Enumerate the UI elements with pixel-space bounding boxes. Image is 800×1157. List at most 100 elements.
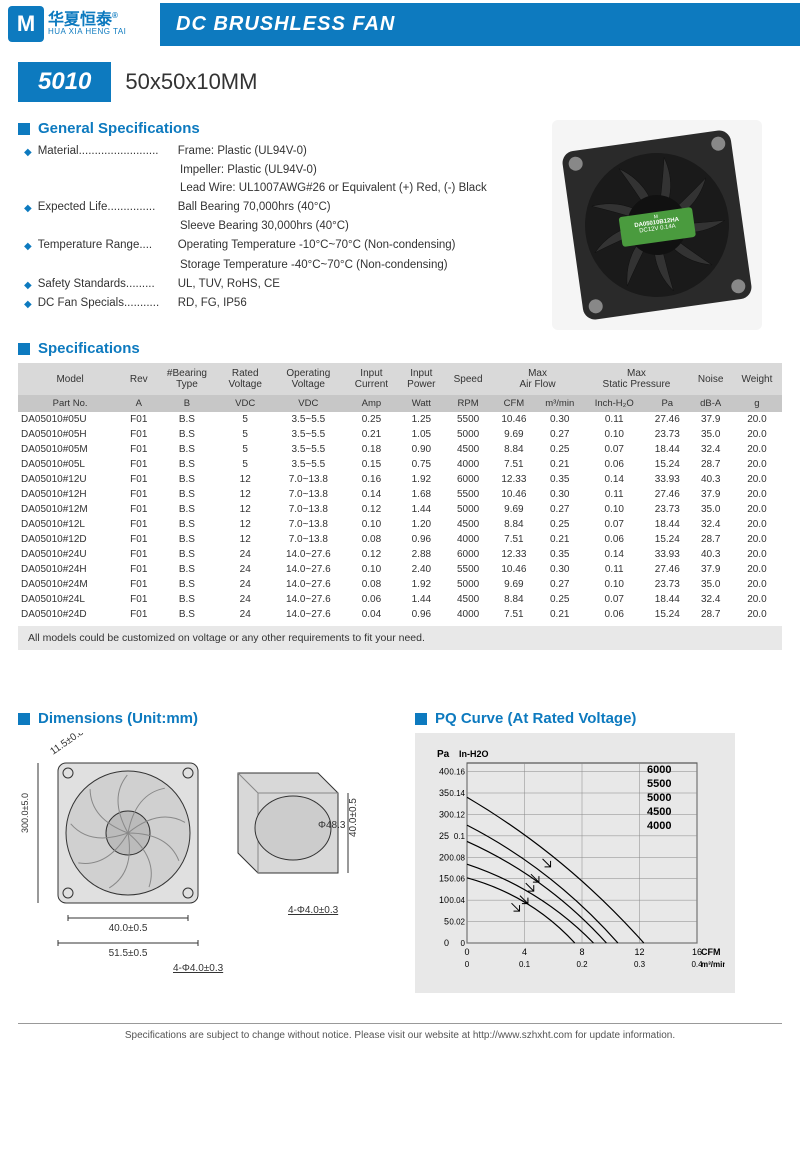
svg-text:40.0±0.5: 40.0±0.5 xyxy=(109,923,148,934)
cell: F01 xyxy=(122,532,155,547)
cell: 5000 xyxy=(445,502,492,517)
cell: F01 xyxy=(122,502,155,517)
cell: 14.0~27.6 xyxy=(272,577,345,592)
cell: B.S xyxy=(155,457,218,472)
cell: 5 xyxy=(218,412,272,427)
cell: 5 xyxy=(218,427,272,442)
cell: 37.9 xyxy=(690,487,732,502)
cell: F01 xyxy=(122,472,155,487)
diamond-icon: ◆ xyxy=(24,145,32,160)
cell: 4000 xyxy=(445,532,492,547)
cell: 0.06 xyxy=(583,607,645,622)
cell: 0.10 xyxy=(583,427,645,442)
col-header: OperatingVoltage xyxy=(272,363,345,395)
cell: 20.0 xyxy=(732,472,782,487)
cell: 7.0~13.8 xyxy=(272,517,345,532)
svg-text:0.2: 0.2 xyxy=(576,960,588,969)
col-unit: A xyxy=(122,395,155,412)
cell: 0.27 xyxy=(536,577,583,592)
cell: 9.69 xyxy=(492,577,536,592)
section-general: General Specifications xyxy=(18,120,552,137)
cell: 5000 xyxy=(445,577,492,592)
cell: 35.0 xyxy=(690,427,732,442)
svg-text:0: 0 xyxy=(464,947,469,957)
cell: 33.93 xyxy=(645,547,689,562)
cell: 20.0 xyxy=(732,412,782,427)
section-specs: Specifications xyxy=(18,340,782,357)
cell: 20.0 xyxy=(732,502,782,517)
spec-value: Lead Wire: UL1007AWG#26 or Equivalent (+… xyxy=(180,180,552,197)
cell: 20.0 xyxy=(732,427,782,442)
subheader: 5010 50x50x10MM xyxy=(0,48,800,110)
svg-text:0.12: 0.12 xyxy=(449,810,465,819)
col-header: Speed xyxy=(445,363,492,395)
cell: 20.0 xyxy=(732,517,782,532)
cell: 9.69 xyxy=(492,427,536,442)
cell: 20.0 xyxy=(732,532,782,547)
cell: 0.30 xyxy=(536,412,583,427)
cell: 27.46 xyxy=(645,487,689,502)
col-unit: m³/min xyxy=(536,395,583,412)
cell: 35.0 xyxy=(690,577,732,592)
cell: 0.08 xyxy=(345,577,399,592)
cell: 18.44 xyxy=(645,442,689,457)
cell: 12 xyxy=(218,487,272,502)
logo-cn: 华夏恒泰® xyxy=(48,12,126,28)
spec-value: Ball Bearing 70,000hrs (40°C) xyxy=(178,199,552,216)
cell: 0.14 xyxy=(583,472,645,487)
cell: 7.51 xyxy=(492,607,536,622)
svg-text:0.06: 0.06 xyxy=(449,875,465,884)
cell: 8.84 xyxy=(492,592,536,607)
cell: F01 xyxy=(122,592,155,607)
svg-text:0: 0 xyxy=(461,939,466,948)
svg-text:0.3: 0.3 xyxy=(634,960,646,969)
spec-value: Sleeve Bearing 30,000hrs (40°C) xyxy=(180,218,552,235)
cell: DA05010#24L xyxy=(18,592,122,607)
svg-text:Φ48.3: Φ48.3 xyxy=(318,820,346,831)
cell: DA05010#05L xyxy=(18,457,122,472)
cell: 24 xyxy=(218,562,272,577)
cell: 14.0~27.6 xyxy=(272,547,345,562)
cell: 20.0 xyxy=(732,577,782,592)
svg-text:40: 40 xyxy=(439,767,449,777)
cell: 1.44 xyxy=(398,592,444,607)
cell: 0.25 xyxy=(345,412,399,427)
table-row: DA05010#12DF01B.S127.0~13.80.080.9640007… xyxy=(18,532,782,547)
svg-text:0.02: 0.02 xyxy=(449,918,465,927)
page-title: DC BRUSHLESS FAN xyxy=(160,3,800,46)
svg-text:0: 0 xyxy=(465,960,470,969)
cell: B.S xyxy=(155,412,218,427)
cell: 0.18 xyxy=(345,442,399,457)
col-unit: RPM xyxy=(445,395,492,412)
model-dim: 50x50x10MM xyxy=(125,69,257,95)
cell: 0.25 xyxy=(536,592,583,607)
cell: 8.84 xyxy=(492,442,536,457)
cell: 12 xyxy=(218,502,272,517)
cell: 12 xyxy=(218,472,272,487)
svg-text:300.0±5.0: 300.0±5.0 xyxy=(20,793,30,833)
svg-text:35: 35 xyxy=(439,788,449,798)
dimension-drawing: 40.0±0.5 51.5±0.5 4-Φ4.0±0.3 300.0±5.0 1… xyxy=(18,733,358,993)
spec-value: Storage Temperature -40°C~70°C (Non-cond… xyxy=(180,257,552,274)
cell: F01 xyxy=(122,547,155,562)
svg-text:5: 5 xyxy=(444,917,449,927)
cell: 32.4 xyxy=(690,517,732,532)
cell: 0.14 xyxy=(583,547,645,562)
svg-text:Pa: Pa xyxy=(437,749,450,760)
svg-text:15: 15 xyxy=(439,874,449,884)
cell: 32.4 xyxy=(690,592,732,607)
cell: 28.7 xyxy=(690,532,732,547)
cell: 32.4 xyxy=(690,442,732,457)
svg-text:m³/min: m³/min xyxy=(701,960,725,969)
cell: 5500 xyxy=(445,412,492,427)
cell: 24 xyxy=(218,577,272,592)
cell: B.S xyxy=(155,577,218,592)
col-unit: Part No. xyxy=(18,395,122,412)
cell: 27.46 xyxy=(645,562,689,577)
cell: DA05010#05H xyxy=(18,427,122,442)
square-icon xyxy=(18,343,30,355)
cell: 3.5~5.5 xyxy=(272,427,345,442)
cell: F01 xyxy=(122,607,155,622)
cell: B.S xyxy=(155,592,218,607)
svg-text:4-Φ4.0±0.3: 4-Φ4.0±0.3 xyxy=(288,905,339,916)
